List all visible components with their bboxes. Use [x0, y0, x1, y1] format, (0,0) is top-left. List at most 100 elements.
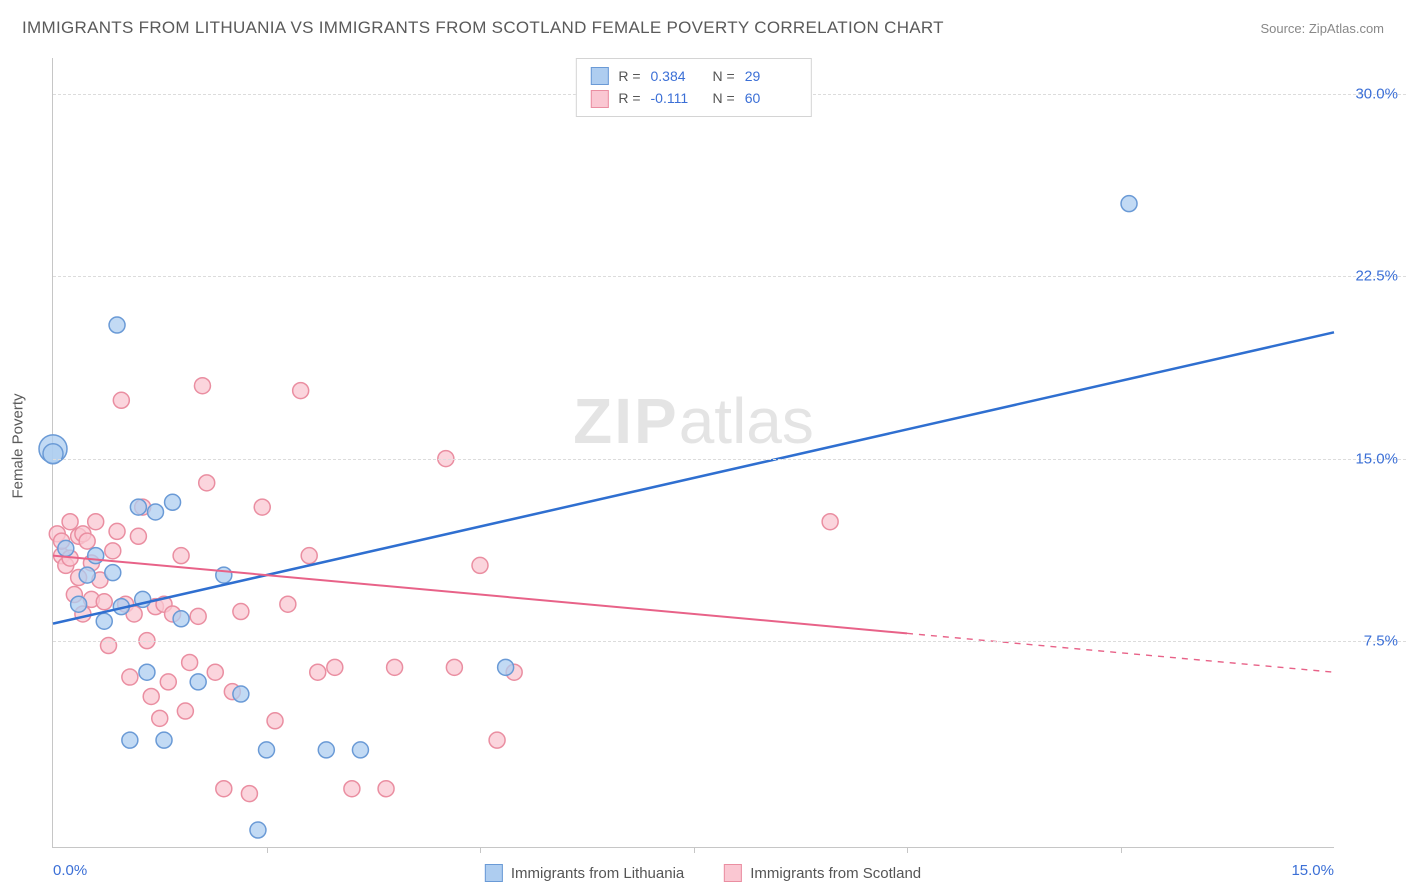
n-label: N =: [713, 87, 735, 109]
scatter-point: [177, 703, 193, 719]
n-value-1: 29: [745, 65, 797, 87]
scatter-point: [58, 540, 74, 556]
scatter-point: [96, 613, 112, 629]
correlation-legend: R = 0.384 N = 29 R = -0.111 N = 60: [575, 58, 811, 117]
scatter-point: [293, 383, 309, 399]
scatter-point: [190, 608, 206, 624]
scatter-point: [259, 742, 275, 758]
swatch-series2: [590, 90, 608, 108]
x-tick: [267, 847, 268, 853]
legend-item-2: Immigrants from Scotland: [724, 864, 921, 882]
scatter-point: [173, 548, 189, 564]
gridline-h: [53, 276, 1406, 277]
scatter-point: [109, 317, 125, 333]
y-tick-label: 15.0%: [1355, 450, 1398, 467]
x-tick-label: 0.0%: [53, 862, 87, 879]
scatter-point: [250, 822, 266, 838]
r-value-1: 0.384: [651, 65, 703, 87]
x-tick: [907, 847, 908, 853]
scatter-point: [378, 781, 394, 797]
y-tick-label: 30.0%: [1355, 86, 1398, 103]
scatter-point: [71, 596, 87, 612]
n-label: N =: [713, 65, 735, 87]
regression-line-extrapolated: [907, 633, 1334, 672]
legend-label-1: Immigrants from Lithuania: [511, 865, 684, 882]
y-tick-label: 7.5%: [1364, 632, 1398, 649]
y-tick-label: 22.5%: [1355, 268, 1398, 285]
r-label: R =: [618, 87, 640, 109]
scatter-point: [446, 659, 462, 675]
scatter-point: [165, 494, 181, 510]
x-tick: [480, 847, 481, 853]
r-value-2: -0.111: [651, 87, 703, 109]
scatter-point: [387, 659, 403, 675]
scatter-point: [199, 475, 215, 491]
scatter-point: [62, 514, 78, 530]
scatter-point: [327, 659, 343, 675]
legend-row-series2: R = -0.111 N = 60: [590, 87, 796, 109]
scatter-point: [241, 786, 257, 802]
r-label: R =: [618, 65, 640, 87]
legend-row-series1: R = 0.384 N = 29: [590, 65, 796, 87]
scatter-point: [130, 528, 146, 544]
scatter-point: [233, 604, 249, 620]
scatter-point: [216, 567, 232, 583]
legend-swatch-2: [724, 864, 742, 882]
scatter-point: [105, 565, 121, 581]
scatter-point: [88, 514, 104, 530]
scatter-point: [194, 378, 210, 394]
scatter-point: [122, 732, 138, 748]
scatter-point: [143, 688, 159, 704]
scatter-point: [43, 444, 63, 464]
scatter-point: [122, 669, 138, 685]
x-tick: [1121, 847, 1122, 853]
scatter-point: [352, 742, 368, 758]
scatter-point: [160, 674, 176, 690]
x-tick-label: 15.0%: [1291, 862, 1334, 879]
scatter-point: [109, 523, 125, 539]
y-axis-title: Female Poverty: [10, 393, 27, 498]
scatter-point: [267, 713, 283, 729]
scatter-point: [822, 514, 838, 530]
source-label: Source: ZipAtlas.com: [1260, 21, 1384, 36]
scatter-point: [280, 596, 296, 612]
scatter-point: [207, 664, 223, 680]
x-tick: [694, 847, 695, 853]
scatter-point: [216, 781, 232, 797]
regression-line: [53, 332, 1334, 623]
scatter-point: [113, 392, 129, 408]
plot-svg: [53, 58, 1334, 847]
scatter-point: [318, 742, 334, 758]
scatter-point: [79, 533, 95, 549]
legend-bottom: Immigrants from Lithuania Immigrants fro…: [485, 864, 921, 882]
scatter-point: [472, 557, 488, 573]
scatter-point: [190, 674, 206, 690]
scatter-point: [152, 710, 168, 726]
scatter-point: [1121, 196, 1137, 212]
plot-area: ZIPatlas R = 0.384 N = 29 R = -0.111 N =…: [52, 58, 1334, 848]
scatter-point: [233, 686, 249, 702]
scatter-point: [173, 611, 189, 627]
n-value-2: 60: [745, 87, 797, 109]
chart-title: IMMIGRANTS FROM LITHUANIA VS IMMIGRANTS …: [22, 18, 944, 38]
scatter-point: [96, 594, 112, 610]
scatter-point: [254, 499, 270, 515]
scatter-point: [147, 504, 163, 520]
legend-label-2: Immigrants from Scotland: [750, 865, 921, 882]
scatter-point: [498, 659, 514, 675]
scatter-point: [156, 732, 172, 748]
scatter-point: [344, 781, 360, 797]
gridline-h: [53, 641, 1406, 642]
scatter-point: [310, 664, 326, 680]
scatter-point: [88, 548, 104, 564]
scatter-point: [130, 499, 146, 515]
scatter-point: [105, 543, 121, 559]
gridline-h: [53, 459, 1406, 460]
scatter-point: [301, 548, 317, 564]
scatter-point: [182, 654, 198, 670]
scatter-point: [79, 567, 95, 583]
legend-swatch-1: [485, 864, 503, 882]
chart-container: IMMIGRANTS FROM LITHUANIA VS IMMIGRANTS …: [0, 0, 1406, 892]
legend-item-1: Immigrants from Lithuania: [485, 864, 684, 882]
scatter-point: [489, 732, 505, 748]
